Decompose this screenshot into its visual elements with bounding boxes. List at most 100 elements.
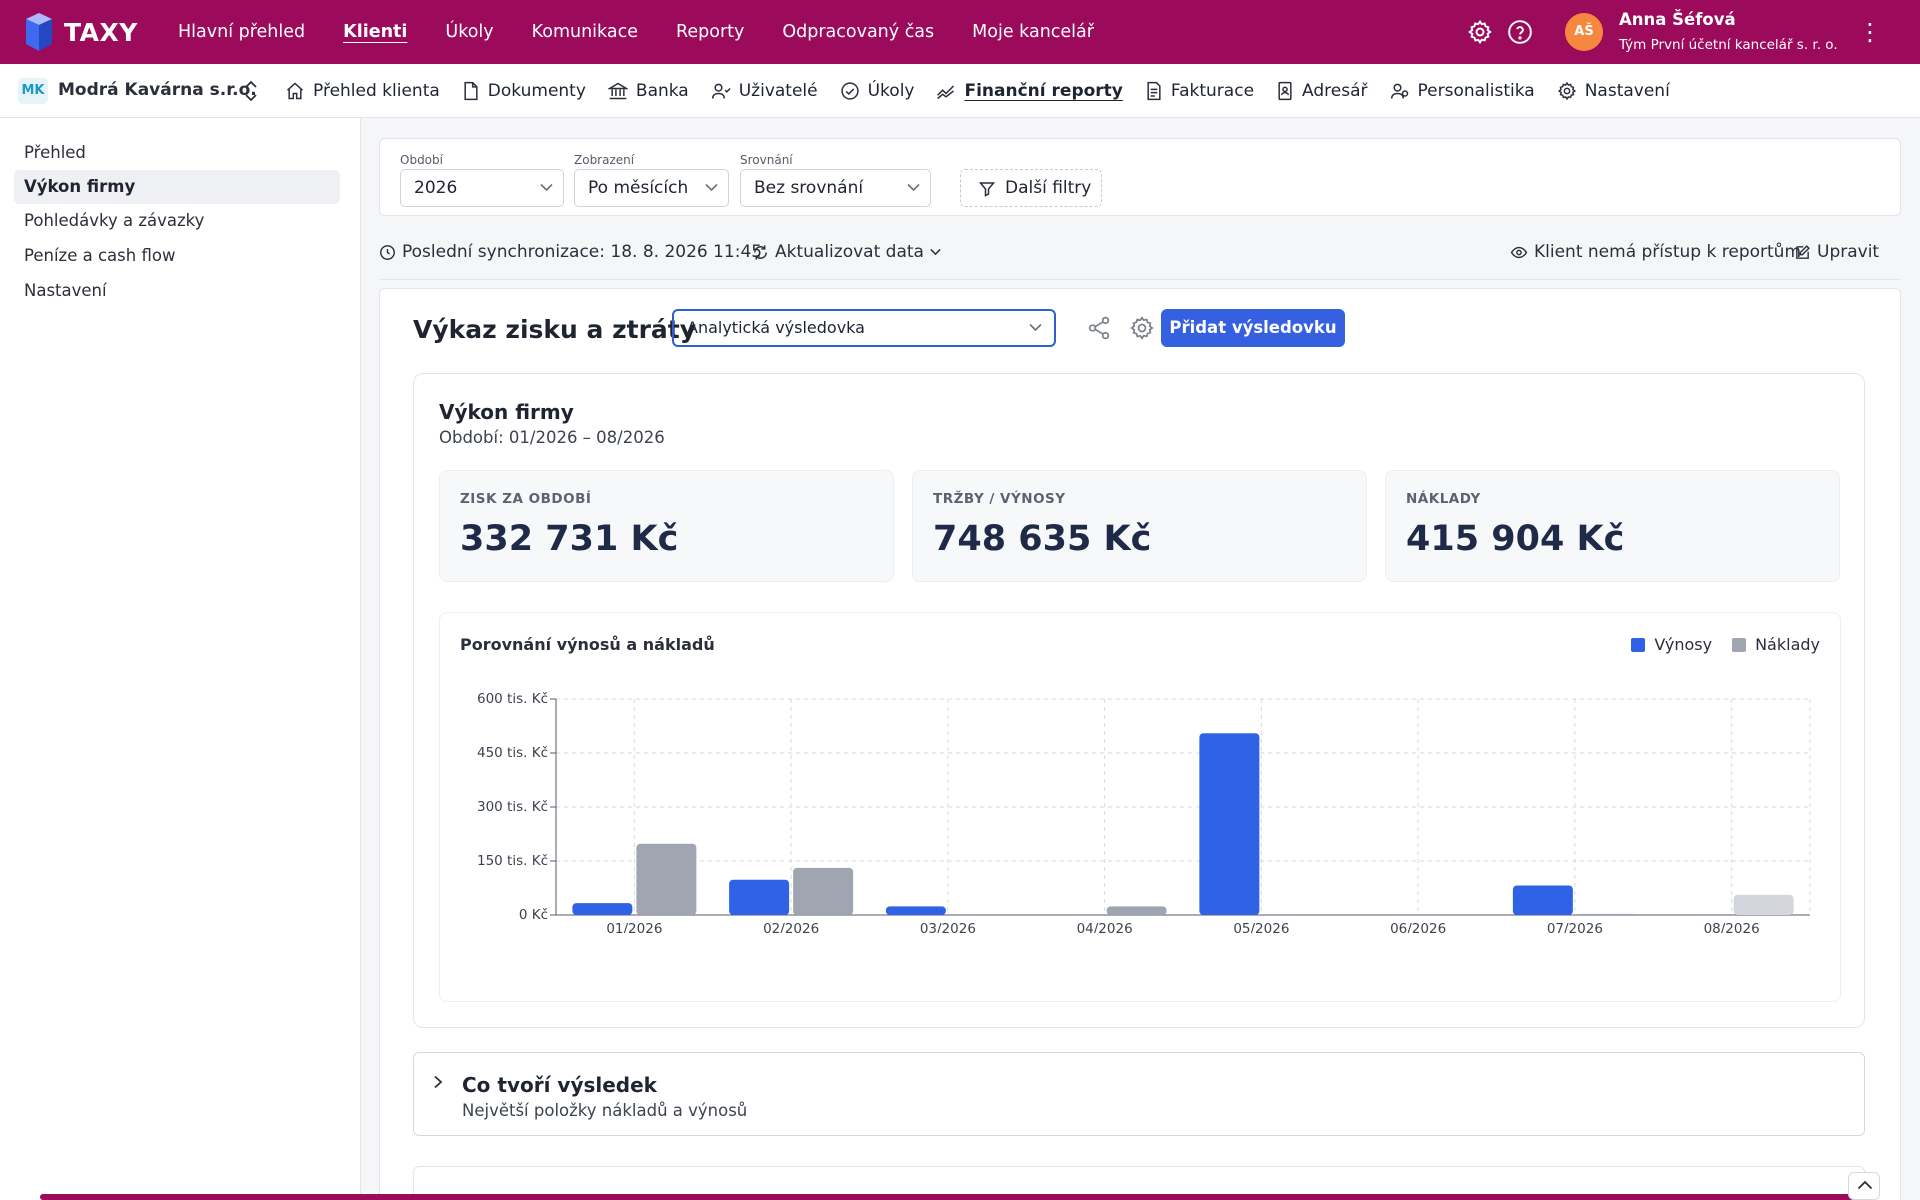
client-name[interactable]: Modrá Kavárna s.r.o. (58, 80, 257, 100)
sidebar-item-prehled[interactable]: Přehled (24, 143, 86, 162)
tab-label: Uživatelé (738, 81, 818, 101)
revenue-cost-chart-card: Porovnání výnosů a nákladů Výnosy Náklad… (439, 612, 1841, 1002)
nav-odpracovany-cas[interactable]: Odpracovaný čas (782, 22, 935, 42)
settings-gear-icon[interactable] (1467, 19, 1493, 45)
bottom-accent-bar (40, 1194, 1865, 1200)
user-avatar[interactable]: AŠ (1565, 13, 1603, 51)
x-tick-label: 02/2026 (763, 921, 819, 933)
taxy-logo-icon (26, 13, 52, 51)
invoice-icon (1147, 81, 1161, 101)
users-icon (711, 83, 731, 99)
y-tick-label: 150 tis. Kč (477, 853, 548, 869)
people-icon (1390, 83, 1408, 99)
kpi-value: 748 635 Kč (933, 519, 1152, 559)
client-access-toggle[interactable]: Klient nemá přístup k reportům (1510, 242, 1801, 262)
add-report-button[interactable]: Přidat výsledovku (1161, 309, 1345, 347)
tab-financni-reporty[interactable]: Finanční reporty (936, 81, 1123, 101)
tab-fakturace[interactable]: Fakturace (1145, 81, 1254, 101)
sync-row: Poslední synchronizace: 18. 8. 2026 11:4… (379, 228, 1901, 280)
nav-komunikace[interactable]: Komunikace (531, 22, 638, 42)
more-filters-button[interactable]: Další filtry (960, 169, 1102, 207)
bank-icon (607, 82, 628, 100)
period-value: 2026 (414, 178, 458, 198)
legend-item-costs[interactable]: Náklady (1732, 635, 1820, 654)
tab-nastaveni[interactable]: Nastavení (1557, 81, 1670, 101)
cost-bar (793, 867, 854, 915)
tab-label: Fakturace (1170, 81, 1255, 101)
top-bar: TAXY Hlavní přehled Klienti Úkoly Komuni… (0, 0, 1920, 64)
period-select[interactable]: 2026 (400, 169, 564, 207)
chart-line-icon (937, 85, 955, 100)
report-variant-value: Analytická výsledovka (687, 318, 865, 337)
filter-icon (979, 182, 995, 197)
tab-label: Banka (635, 81, 689, 101)
last-sync: Poslední synchronizace: 18. 8. 2026 11:4… (379, 242, 762, 262)
help-icon[interactable] (1507, 19, 1533, 45)
refresh-data-label: Aktualizovat data (775, 242, 924, 262)
tab-uzivatele[interactable]: Uživatelé (711, 81, 818, 101)
tab-banka[interactable]: Banka (607, 81, 689, 101)
client-navigation: MK Modrá Kavárna s.r.o. Přehled klienta … (0, 64, 1920, 118)
legend-label: Náklady (1755, 635, 1820, 654)
tab-personalistika[interactable]: Personalistika (1390, 81, 1535, 101)
chevron-down-icon (907, 183, 920, 192)
compare-value: Bez srovnání (754, 178, 864, 198)
sidebar-item-pohledavky[interactable]: Pohledávky a závazky (24, 211, 205, 230)
nav-hlavni-prehled[interactable]: Hlavní přehled (178, 22, 306, 42)
revenue-bar (1199, 733, 1260, 915)
report-variant-select[interactable]: Analytická výsledovka (672, 309, 1056, 347)
result-breakdown-section[interactable]: Co tvoří výsledek Největší položky nákla… (413, 1052, 1865, 1136)
bar-chart: 0 Kč 150 tis. Kč 300 tis. Kč 450 tis. Kč 600… (477, 691, 1811, 933)
refresh-data-button[interactable]: Aktualizovat data (752, 242, 947, 262)
edit-button[interactable]: Upravit (1794, 242, 1879, 262)
more-menu-icon[interactable]: ⋮ (1858, 18, 1882, 46)
user-name[interactable]: Anna Šéfová (1619, 10, 1736, 29)
report-settings-icon[interactable] (1129, 315, 1155, 341)
clock-icon (380, 244, 395, 260)
x-tick-label: 05/2026 (1233, 921, 1289, 933)
sidebar-item-penize[interactable]: Peníze a cash flow (24, 246, 176, 265)
kpi-value: 415 904 Kč (1406, 519, 1625, 559)
check-circle-icon (840, 82, 859, 100)
tab-label: Adresář (1302, 81, 1368, 101)
chevron-up-icon (1857, 1180, 1873, 1190)
gear-icon (1557, 81, 1576, 101)
tab-ukoly[interactable]: Úkoly (840, 81, 914, 101)
cost-bar (1106, 906, 1167, 915)
legend-label: Výnosy (1654, 635, 1713, 654)
edit-label: Upravit (1817, 242, 1880, 262)
tab-label: Personalistika (1417, 81, 1535, 101)
x-tick-label: 08/2026 (1704, 921, 1760, 933)
eye-icon (1510, 246, 1528, 258)
last-sync-text: Poslední synchronizace: 18. 8. 2026 11:4… (402, 242, 763, 262)
chevron-down-icon (930, 248, 941, 256)
nav-ukoly[interactable]: Úkoly (445, 22, 494, 42)
chart-title: Porovnání výnosů a nákladů (460, 635, 715, 654)
client-badge: MK (18, 78, 48, 104)
y-tick-label: 450 tis. Kč (477, 745, 548, 761)
breakdown-subtitle: Největší položky nákladů a výnosů (462, 1101, 748, 1120)
share-icon[interactable] (1086, 315, 1112, 341)
tab-dokumenty[interactable]: Dokumenty (462, 81, 586, 101)
nav-reporty[interactable]: Reporty (675, 22, 745, 42)
y-tick-label: 300 tis. Kč (477, 799, 548, 815)
cost-bar (636, 843, 697, 915)
tab-adresar[interactable]: Adresář (1276, 81, 1368, 101)
sidebar-item-vykon-firmy[interactable]: Výkon firmy (14, 170, 340, 204)
sidebar: Přehled Výkon firmy Pohledávky a závazky… (0, 118, 361, 1200)
tab-prehled-klienta[interactable]: Přehled klienta (285, 81, 440, 101)
view-select[interactable]: Po měsících (574, 169, 729, 207)
scroll-top-button[interactable] (1848, 1172, 1880, 1200)
nav-klienti[interactable]: Klienti (343, 22, 408, 42)
legend-item-revenue[interactable]: Výnosy (1631, 635, 1712, 654)
taxy-logo[interactable]: TAXY (22, 11, 138, 53)
compare-select[interactable]: Bez srovnání (740, 169, 931, 207)
nav-moje-kancelar[interactable]: Moje kancelář (972, 22, 1094, 42)
revenue-bar (572, 903, 633, 915)
chevron-down-icon (705, 183, 718, 192)
client-switch-icon[interactable] (242, 78, 260, 104)
sidebar-item-nastaveni[interactable]: Nastavení (24, 281, 107, 300)
performance-card: Výkon firmy Období: 01/2026 – 08/2026 ZI… (413, 373, 1865, 1028)
kpi-costs: NÁKLADY 415 904 Kč (1385, 470, 1840, 582)
tab-label: Finanční reporty (964, 81, 1123, 101)
